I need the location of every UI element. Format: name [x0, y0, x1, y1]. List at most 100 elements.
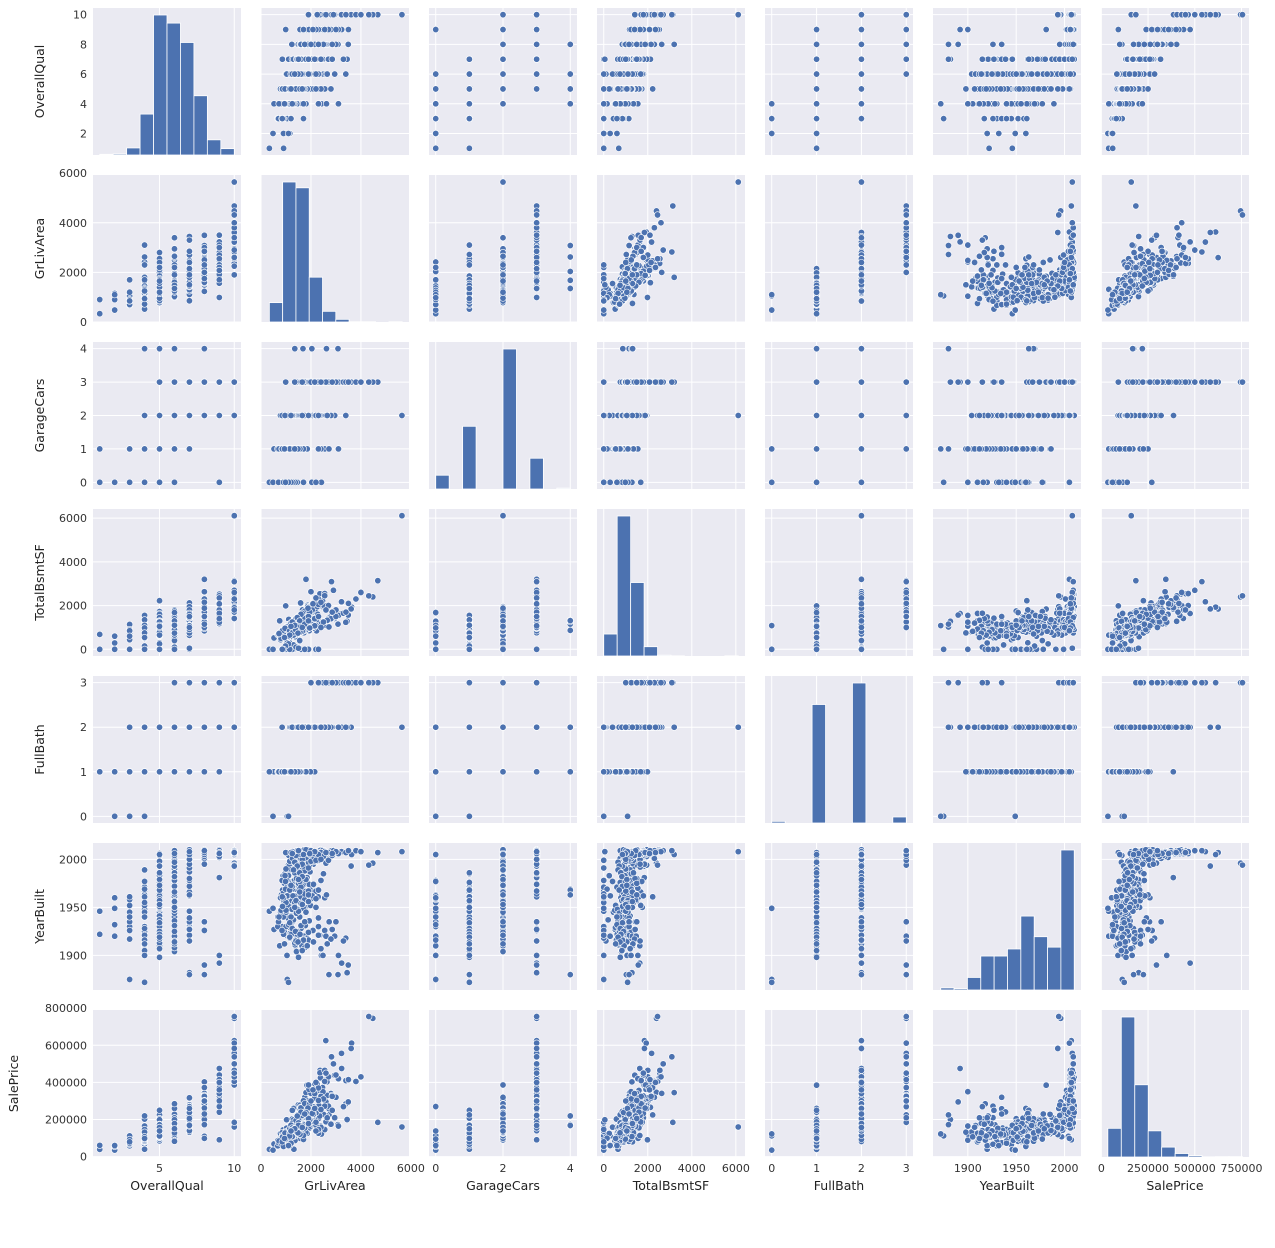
- panel-overall-qual-vs-gr-liv-area: [260, 8, 409, 155]
- scatter-point: [616, 300, 624, 308]
- histogram-bar: [139, 113, 154, 156]
- scatter-point: [613, 115, 621, 123]
- scatter-point: [902, 219, 910, 227]
- scatter-point: [1011, 129, 1019, 137]
- scatter-point: [954, 231, 962, 239]
- scatter-point: [1146, 55, 1154, 63]
- scatter-point: [984, 261, 992, 269]
- scatter-point: [625, 242, 633, 250]
- scatter-point: [533, 247, 541, 255]
- scatter-point: [1017, 100, 1025, 108]
- histogram-bar: [166, 22, 181, 156]
- y-tick-label: 0: [80, 316, 87, 329]
- scatter-point: [111, 291, 119, 299]
- scatter-point: [1116, 100, 1124, 108]
- scatter-point: [1191, 11, 1199, 19]
- scatter-point: [215, 276, 223, 284]
- scatter-point: [432, 100, 440, 108]
- scatter-point: [857, 178, 865, 186]
- scatter-point: [282, 26, 290, 34]
- scatter-point: [1034, 288, 1042, 296]
- scatter-point: [989, 297, 997, 305]
- scatter-point: [669, 202, 677, 210]
- scatter-point: [1065, 276, 1073, 284]
- scatter-point: [989, 255, 997, 263]
- scatter-point: [533, 231, 541, 239]
- scatter-point: [1138, 100, 1146, 108]
- scatter-point: [185, 265, 193, 273]
- histogram-bar: [206, 139, 222, 156]
- scatter-point: [813, 26, 821, 34]
- scatter-point: [465, 284, 473, 292]
- y-tick-label: 6: [80, 68, 87, 81]
- scatter-point: [857, 277, 865, 285]
- scatter-point: [601, 281, 609, 289]
- scatter-point: [1044, 294, 1052, 302]
- y-axis-label: OverallQual: [32, 45, 47, 119]
- panel-background: [933, 8, 1081, 155]
- scatter-point: [969, 277, 977, 285]
- scatter-point: [170, 245, 178, 253]
- scatter-point: [170, 284, 178, 292]
- scatter-point: [613, 129, 621, 137]
- scatter-point: [533, 26, 541, 34]
- scatter-point: [631, 11, 639, 19]
- scatter-point: [465, 100, 473, 108]
- scatter-point: [616, 281, 624, 289]
- scatter-point: [465, 115, 473, 123]
- scatter-point: [956, 238, 964, 246]
- scatter-point: [1153, 40, 1161, 48]
- scatter-point: [499, 294, 507, 302]
- scatter-point: [1132, 11, 1140, 19]
- scatter-point: [600, 100, 608, 108]
- scatter-point: [857, 271, 865, 279]
- scatter-point: [185, 236, 193, 244]
- panel-gr-liv-area-vs-sale-price: [1100, 175, 1249, 323]
- scatter-point: [1025, 271, 1033, 279]
- scatter-point: [997, 85, 1005, 93]
- scatter-point: [902, 40, 910, 48]
- scatter-point: [990, 247, 998, 255]
- scatter-point: [902, 26, 910, 34]
- scatter-point: [902, 211, 910, 219]
- scatter-point: [1050, 286, 1058, 294]
- scatter-point: [200, 261, 208, 269]
- scatter-point: [902, 268, 910, 276]
- scatter-point: [185, 281, 193, 289]
- scatter-point: [650, 224, 658, 232]
- scatter-point: [1066, 247, 1074, 255]
- scatter-point: [977, 281, 985, 289]
- scatter-point: [1007, 273, 1015, 281]
- scatter-point: [964, 26, 972, 34]
- scatter-point: [964, 241, 972, 249]
- scatter-point: [601, 55, 609, 63]
- panel-gr-liv-area-vs-overall-qual: [93, 175, 241, 323]
- scatter-point: [1012, 70, 1020, 78]
- scatter-point: [1066, 70, 1074, 78]
- scatter-point: [323, 70, 331, 78]
- scatter-point: [299, 100, 307, 108]
- scatter-point: [314, 100, 322, 108]
- scatter-point: [857, 115, 865, 123]
- scatter-point: [1038, 100, 1046, 108]
- scatter-point: [215, 231, 223, 239]
- scatter-point: [1068, 219, 1076, 227]
- y-tick-label: 2: [80, 127, 87, 140]
- scatter-point: [633, 55, 641, 63]
- scatter-point: [654, 211, 662, 219]
- scatter-point: [307, 40, 315, 48]
- scatter-point: [331, 70, 339, 78]
- scatter-point: [902, 55, 910, 63]
- scatter-point: [278, 115, 286, 123]
- scatter-point: [499, 234, 507, 242]
- scatter-point: [600, 85, 608, 93]
- scatter-point: [649, 85, 657, 93]
- scatter-point: [1067, 11, 1075, 19]
- scatter-point: [1114, 26, 1122, 34]
- scatter-point: [332, 26, 340, 34]
- scatter-point: [993, 261, 1001, 269]
- scatter-point: [1015, 277, 1023, 285]
- scatter-point: [1068, 55, 1076, 63]
- scatter-point: [600, 275, 608, 283]
- scatter-point: [1066, 26, 1074, 34]
